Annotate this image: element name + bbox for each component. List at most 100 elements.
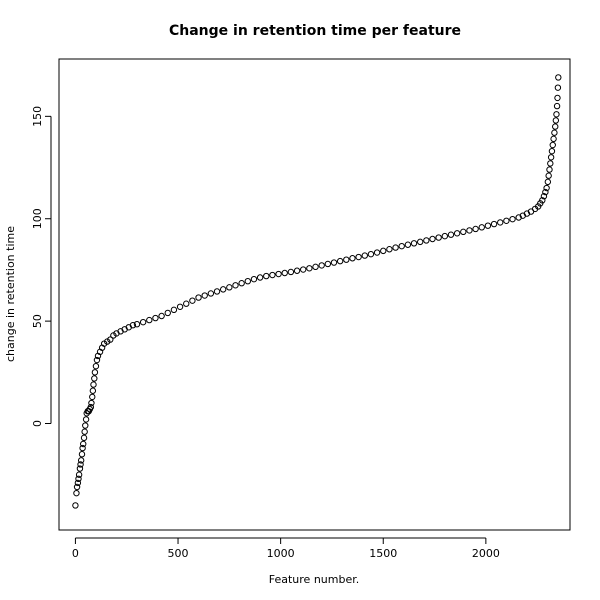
data-point bbox=[92, 362, 100, 370]
data-point bbox=[466, 227, 473, 234]
data-point bbox=[367, 250, 375, 258]
data-point bbox=[133, 320, 141, 328]
data-point bbox=[90, 381, 97, 388]
data-point bbox=[392, 244, 399, 251]
data-point bbox=[398, 242, 405, 250]
data-point bbox=[74, 479, 82, 487]
data-point bbox=[336, 257, 344, 265]
data-point bbox=[244, 277, 252, 285]
data-point bbox=[78, 451, 86, 458]
data-point bbox=[293, 267, 301, 274]
data-point bbox=[355, 253, 362, 261]
chart-title: Change in retention time per feature bbox=[169, 23, 461, 39]
data-point bbox=[490, 220, 498, 228]
data-point bbox=[146, 316, 153, 324]
data-point bbox=[330, 259, 338, 266]
data-point bbox=[552, 123, 559, 130]
data-point bbox=[373, 249, 381, 256]
data-point bbox=[73, 489, 80, 497]
data-point bbox=[306, 265, 313, 272]
data-point bbox=[77, 457, 85, 464]
y-axis-label: change in retention time bbox=[4, 226, 17, 362]
data-point bbox=[300, 266, 307, 273]
data-point bbox=[72, 502, 79, 509]
data-point bbox=[91, 375, 98, 382]
data-point bbox=[478, 224, 485, 231]
data-point bbox=[79, 444, 86, 452]
plot-frame bbox=[58, 58, 571, 531]
data-point bbox=[226, 284, 233, 291]
data-point bbox=[80, 440, 87, 448]
data-point bbox=[158, 312, 165, 320]
data-point bbox=[75, 475, 82, 483]
data-point bbox=[343, 256, 350, 263]
data-point bbox=[87, 403, 95, 411]
data-point bbox=[139, 318, 147, 326]
data-point bbox=[107, 336, 114, 343]
data-point bbox=[548, 147, 556, 155]
data-point bbox=[453, 230, 461, 237]
data-point bbox=[324, 260, 332, 268]
data-point bbox=[542, 188, 549, 196]
data-point bbox=[552, 117, 560, 124]
data-point bbox=[546, 166, 553, 173]
data-point bbox=[201, 292, 208, 299]
data-point bbox=[238, 280, 245, 287]
y-tick-label: 100 bbox=[31, 208, 44, 229]
data-point bbox=[429, 235, 436, 243]
data-point bbox=[547, 160, 554, 167]
x-tick-label: 2000 bbox=[472, 547, 500, 560]
x-tick-label: 500 bbox=[168, 547, 189, 560]
data-point bbox=[82, 422, 89, 429]
data-points bbox=[72, 74, 562, 509]
data-point bbox=[515, 214, 522, 221]
data-point bbox=[539, 197, 546, 204]
data-point bbox=[386, 246, 393, 253]
data-point bbox=[472, 225, 479, 233]
data-point bbox=[213, 288, 221, 295]
data-point bbox=[553, 111, 560, 118]
data-point bbox=[207, 290, 215, 297]
data-point bbox=[410, 240, 418, 247]
data-point bbox=[219, 286, 227, 293]
data-point bbox=[93, 356, 101, 364]
x-axis-label: Feature number. bbox=[269, 573, 359, 586]
data-point bbox=[484, 222, 492, 229]
data-point bbox=[416, 238, 424, 246]
data-point bbox=[553, 102, 561, 110]
x-axis: 0 500 1000 1500 2000 bbox=[72, 537, 500, 560]
data-point bbox=[435, 234, 442, 241]
data-point bbox=[361, 252, 368, 259]
data-point bbox=[509, 215, 516, 223]
y-tick-label: 50 bbox=[31, 314, 44, 328]
data-point bbox=[547, 154, 555, 161]
data-point bbox=[75, 471, 83, 478]
data-point bbox=[544, 178, 552, 186]
x-tick-label: 1500 bbox=[369, 547, 397, 560]
data-point bbox=[554, 84, 562, 91]
data-point bbox=[164, 309, 171, 317]
data-point bbox=[81, 428, 88, 435]
data-point bbox=[183, 300, 190, 307]
data-point bbox=[89, 387, 97, 394]
data-point bbox=[176, 303, 184, 310]
x-tick-label: 0 bbox=[72, 547, 79, 560]
data-point bbox=[497, 219, 504, 226]
data-point bbox=[129, 322, 137, 329]
data-point bbox=[89, 393, 96, 401]
data-point bbox=[88, 399, 95, 407]
data-point bbox=[545, 172, 552, 179]
data-point bbox=[80, 434, 88, 442]
data-point bbox=[189, 297, 196, 304]
data-point bbox=[423, 237, 430, 244]
data-point bbox=[380, 247, 387, 255]
data-point bbox=[503, 217, 510, 224]
data-point bbox=[73, 483, 81, 491]
data-point bbox=[76, 465, 84, 472]
data-point bbox=[287, 268, 295, 276]
y-axis: 0 50 100 150 bbox=[31, 106, 52, 427]
y-tick-label: 150 bbox=[31, 106, 44, 127]
data-point bbox=[281, 269, 288, 277]
data-point bbox=[152, 314, 159, 322]
